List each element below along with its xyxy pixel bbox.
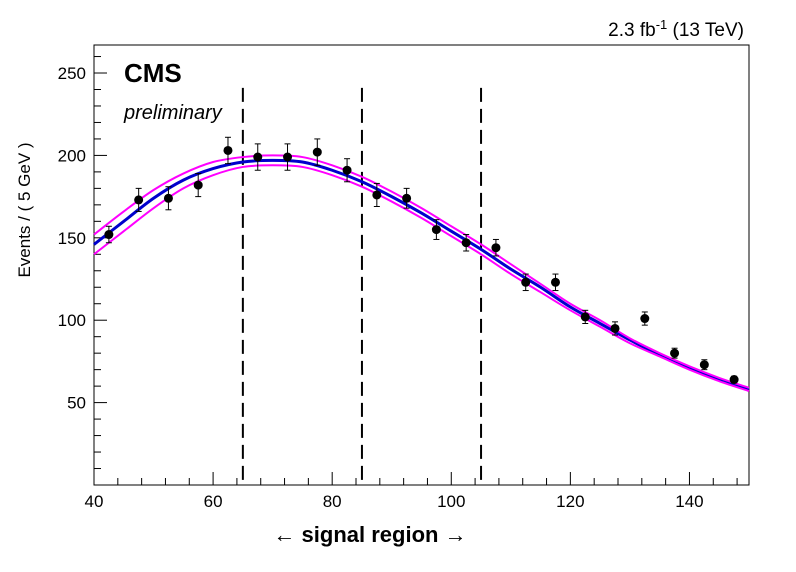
data-point [580,309,590,325]
data-point [342,158,352,183]
experiment-label: CMS [124,58,182,88]
data-marker [372,190,382,200]
data-point [402,187,412,209]
data-marker [134,195,144,205]
data-point [283,143,293,171]
data-point [670,347,680,359]
axis-ticks [93,56,738,485]
data-marker [163,193,173,203]
data-marker [193,180,203,190]
data-marker [312,147,322,157]
data-marker [402,193,412,203]
data-marker [580,312,590,322]
data-marker [431,225,441,235]
data-marker [729,375,739,385]
data-point [610,321,620,336]
fit-curve-upper [93,154,750,389]
x-tick-label: 80 [323,492,342,511]
data-marker [610,323,620,333]
data-point [372,182,382,207]
x-tick-label: 120 [556,492,584,511]
data-point [491,238,501,257]
data-marker [253,152,263,162]
data-marker [283,152,293,162]
data-points [104,136,739,385]
data-point [431,219,441,240]
data-point [223,136,233,165]
data-point [193,173,203,198]
data-point [699,359,709,371]
data-point [253,143,263,171]
data-point [312,138,322,166]
data-point [729,375,739,385]
data-marker [670,348,680,358]
data-marker [521,277,531,287]
data-point [163,186,173,211]
status-label: preliminary [123,102,223,124]
data-marker [461,238,471,248]
luminosity-exponent: -1 [656,17,668,32]
data-point [461,234,471,252]
x-tick-label: 140 [675,492,703,511]
data-marker [223,145,233,155]
data-marker [491,243,501,253]
x-axis-label: ← signal region → [273,522,466,547]
y-tick-label: 150 [58,229,86,248]
data-marker [550,277,560,287]
data-marker [104,230,114,240]
x-tick-label: 60 [204,492,223,511]
data-point [521,273,531,292]
axis-tick-labels: 40 60 80 100 120 140 50 100 150 200 250 [58,64,704,511]
fit-curve-lower [93,164,750,393]
fit-curve [93,158,750,391]
x-tick-label: 40 [85,492,104,511]
data-marker [342,165,352,175]
y-tick-label: 50 [67,394,86,413]
luminosity-prefix: 2.3 fb [608,20,656,41]
data-point [104,225,114,244]
luminosity-label: 2.3 fb-1 (13 TeV) [608,17,744,42]
y-tick-label: 100 [58,311,86,330]
fit-curves [93,154,750,393]
x-tick-label: 100 [437,492,465,511]
plot-frame [93,44,750,486]
data-point [640,311,650,326]
y-tick-label: 250 [58,64,86,83]
data-point [550,273,560,292]
y-axis-label: Events / ( 5 GeV ) [15,142,34,277]
data-marker [640,314,650,324]
signal-region-boundaries [241,87,483,485]
data-marker [699,360,709,370]
y-tick-label: 200 [58,146,86,165]
data-point [134,187,144,212]
luminosity-suffix: (13 TeV) [667,20,744,41]
